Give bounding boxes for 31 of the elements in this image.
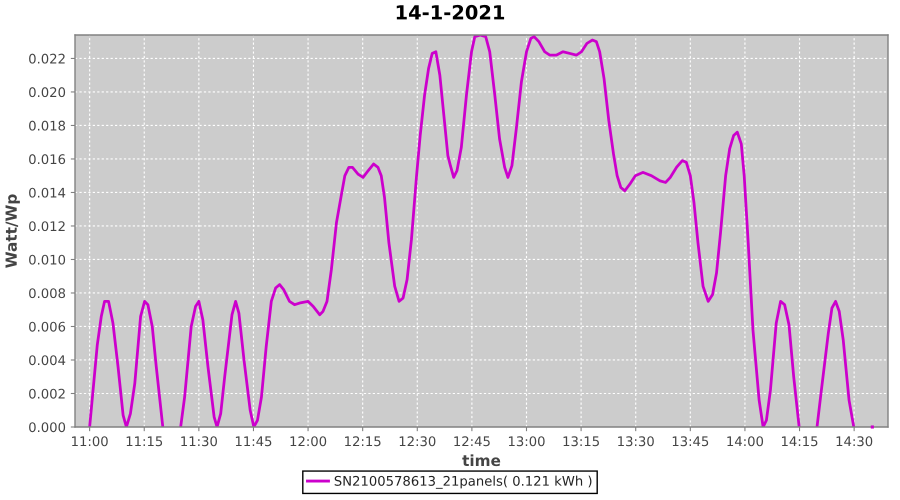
x-tick-label: 11:45 <box>236 436 272 446</box>
x-tick-label: 13:15 <box>564 436 599 446</box>
x-tick-label: 12:00 <box>290 436 326 446</box>
y-tick-label: 0.016 <box>29 154 66 164</box>
y-tick-label: 0.002 <box>29 388 65 399</box>
y-tick-label: 0.018 <box>29 120 66 131</box>
y-tick-label: 0.012 <box>29 221 65 232</box>
x-tick-label: 14:30 <box>836 436 872 446</box>
x-tick-label: 12:30 <box>400 436 436 446</box>
x-tick-label: 14:15 <box>782 436 818 446</box>
y-tick-label: 0.010 <box>29 254 66 265</box>
y-tick-label: 0.022 <box>29 54 65 64</box>
x-tick-label: 12:15 <box>345 436 381 446</box>
y-tick-label: 0.020 <box>29 87 66 98</box>
x-tick-label: 11:15 <box>126 436 162 446</box>
y-tick-label: 0.014 <box>29 188 66 198</box>
x-tick-label: 12:45 <box>454 436 490 446</box>
x-tick-label: 13:30 <box>618 436 654 446</box>
chart-title: 14-1-2021 <box>396 4 504 20</box>
x-tick-label: 11:00 <box>72 436 108 446</box>
x-tick-label: 14:00 <box>727 436 764 446</box>
x-tick-label: 13:00 <box>508 436 545 446</box>
legend-label: SN2100578613_21panels( 0.121 kWh ) <box>334 476 592 489</box>
y-axis-title: Watt/Wp <box>6 194 20 268</box>
y-tick-label: 0.000 <box>29 422 66 432</box>
y-tick-label: 0.004 <box>29 355 66 366</box>
x-tick-label: 13:45 <box>672 436 708 446</box>
x-tick-label: 11:30 <box>181 436 217 446</box>
y-tick-label: 0.008 <box>29 288 66 298</box>
x-axis-title: time <box>462 454 500 466</box>
y-tick-label: 0.006 <box>29 322 66 332</box>
